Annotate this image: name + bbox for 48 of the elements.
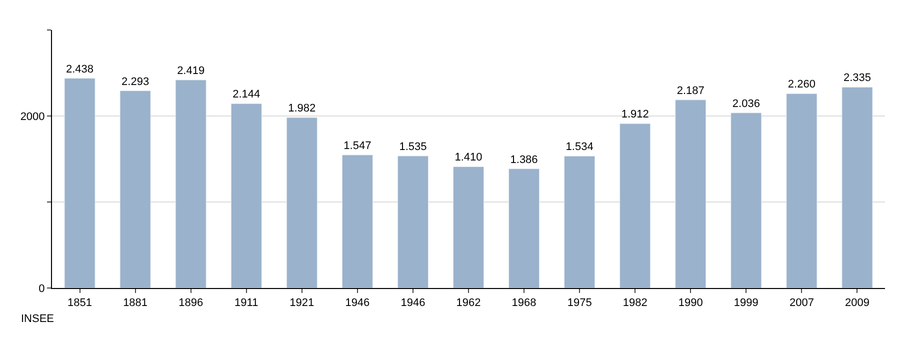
bar xyxy=(230,103,262,288)
data-label: 2.335 xyxy=(843,72,871,84)
x-tick-label: 1881 xyxy=(123,297,148,310)
data-label: 2.419 xyxy=(177,64,205,77)
x-tick-label: 1851 xyxy=(68,297,92,310)
x-tick-label: 1999 xyxy=(734,297,758,310)
x-tick-label: 1946 xyxy=(400,297,426,310)
data-label: 2.187 xyxy=(676,84,704,97)
x-tick-label: 1896 xyxy=(178,297,204,310)
x-tick-label: 2009 xyxy=(844,297,870,310)
bar xyxy=(786,93,818,288)
x-tick-label: 1911 xyxy=(234,297,258,310)
bar xyxy=(64,78,96,288)
bar xyxy=(842,86,873,288)
x-tick-label: 2007 xyxy=(789,297,814,310)
data-label: 2.036 xyxy=(732,98,760,110)
bar xyxy=(342,154,373,288)
x-tick-label: 1962 xyxy=(456,297,481,310)
bar xyxy=(452,166,484,288)
bar xyxy=(175,80,206,288)
bar xyxy=(730,112,762,288)
data-label: 1.410 xyxy=(454,152,482,164)
data-label: 1.535 xyxy=(399,140,427,153)
data-label: 2.144 xyxy=(232,88,260,101)
text: INSEE xyxy=(21,313,54,325)
data-label: 1.982 xyxy=(288,102,316,115)
bar xyxy=(620,123,651,288)
data-label: 2.260 xyxy=(788,78,816,91)
bar xyxy=(397,156,428,288)
x-tick-label: 1990 xyxy=(678,297,703,310)
bar xyxy=(286,117,318,288)
x-tick-label: 1982 xyxy=(622,297,648,310)
data-label: 1.534 xyxy=(566,141,594,154)
data-label: 1.547 xyxy=(344,140,372,152)
y-tick-label: 0 xyxy=(38,282,45,295)
bar xyxy=(675,100,706,288)
x-tick-label: 1968 xyxy=(512,297,536,310)
bar xyxy=(508,168,540,288)
x-tick-label: 1946 xyxy=(345,297,370,310)
data-label: 1.912 xyxy=(621,108,649,121)
bar xyxy=(120,90,151,288)
x-tick-label: 1975 xyxy=(567,297,592,310)
bar xyxy=(564,156,596,288)
y-tick-label: 2000 xyxy=(20,110,45,123)
data-label: 1.386 xyxy=(510,154,538,166)
x-tick-label: 1921 xyxy=(290,297,314,310)
data-label: 2.293 xyxy=(122,76,150,88)
data-label: 2.438 xyxy=(66,63,94,76)
